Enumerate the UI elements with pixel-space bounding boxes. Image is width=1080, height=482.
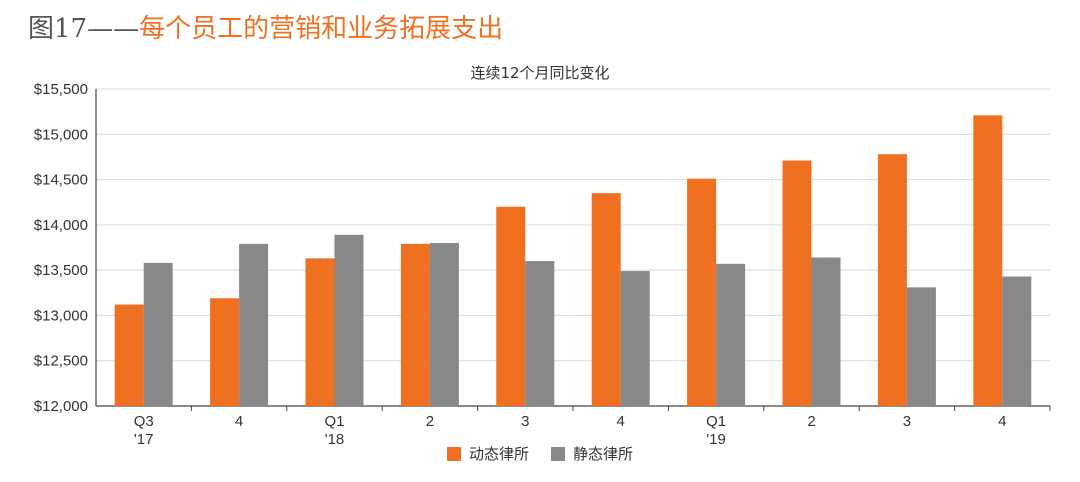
legend: 动态律所 静态律所 <box>0 443 1080 464</box>
bar-dynamic <box>305 258 335 406</box>
x-tick-label: 4 <box>617 413 625 430</box>
y-tick-label: $12,500 <box>34 353 88 370</box>
figure-number: 图17—— <box>28 14 140 44</box>
legend-label-dynamic: 动态律所 <box>468 445 529 463</box>
x-tick-label: 3 <box>521 413 529 430</box>
bar-static <box>429 242 459 406</box>
bar-dynamic <box>782 160 812 406</box>
y-tick-label: $15,500 <box>34 81 88 98</box>
legend-swatch-static <box>551 446 565 461</box>
y-tick-label: $14,000 <box>34 217 88 234</box>
x-tick-year-label: '17 <box>134 431 154 448</box>
y-tick-label: $15,000 <box>34 126 88 143</box>
x-tick-label: Q1 <box>324 413 344 430</box>
bar-static <box>620 271 650 406</box>
legend-item-static: 静态律所 <box>551 443 633 464</box>
x-tick-year-label: '18 <box>325 431 345 448</box>
bar-static <box>525 261 555 406</box>
x-tick-label: 2 <box>426 413 434 430</box>
y-tick-label: $12,000 <box>34 398 88 415</box>
legend-item-dynamic: 动态律所 <box>446 443 529 464</box>
bar-static <box>239 243 269 406</box>
x-tick-year-label: '19 <box>706 431 726 448</box>
bar-dynamic <box>400 243 430 406</box>
bar-static <box>716 263 746 406</box>
bar-dynamic <box>591 193 621 406</box>
bar-static <box>906 287 936 406</box>
bar-dynamic <box>877 154 907 406</box>
bar-dynamic <box>973 115 1003 406</box>
chart-subtitle: 连续12个月同比变化 <box>470 64 610 82</box>
y-tick-labels: $12,000 $12,500 $13,000 $13,500 $14,000 $14,5… <box>34 81 88 415</box>
bar-static <box>811 257 841 406</box>
figure-title-text: 每个员工的营销和业务拓展支出 <box>139 14 504 44</box>
x-tick-label: 3 <box>903 413 911 430</box>
bar-static <box>1002 276 1032 406</box>
bar-static <box>334 234 364 406</box>
x-tick-label: Q3 <box>134 413 154 430</box>
x-tick-labels: Q3'174 Q1'182 3 4 Q1'192 3 4 <box>134 413 1007 448</box>
x-tick-label: 4 <box>998 413 1006 430</box>
x-tick-label: Q1 <box>706 413 726 430</box>
x-tick-label: 2 <box>807 413 815 430</box>
legend-swatch-dynamic <box>446 446 461 461</box>
y-tick-label: $13,000 <box>34 307 88 324</box>
y-tick-label: $13,500 <box>34 262 88 279</box>
bar-dynamic <box>210 298 240 406</box>
bar-dynamic <box>114 304 144 406</box>
bar-dynamic <box>687 178 717 406</box>
bar-dynamic <box>496 206 526 406</box>
figure-title: 图17——每个员工的营销和业务拓展支出 <box>28 8 503 45</box>
bar-static <box>143 262 173 406</box>
bars <box>114 115 1032 406</box>
x-tick-label: 4 <box>235 413 243 430</box>
legend-label-static: 静态律所 <box>573 445 634 463</box>
y-tick-label: $14,500 <box>34 172 88 189</box>
